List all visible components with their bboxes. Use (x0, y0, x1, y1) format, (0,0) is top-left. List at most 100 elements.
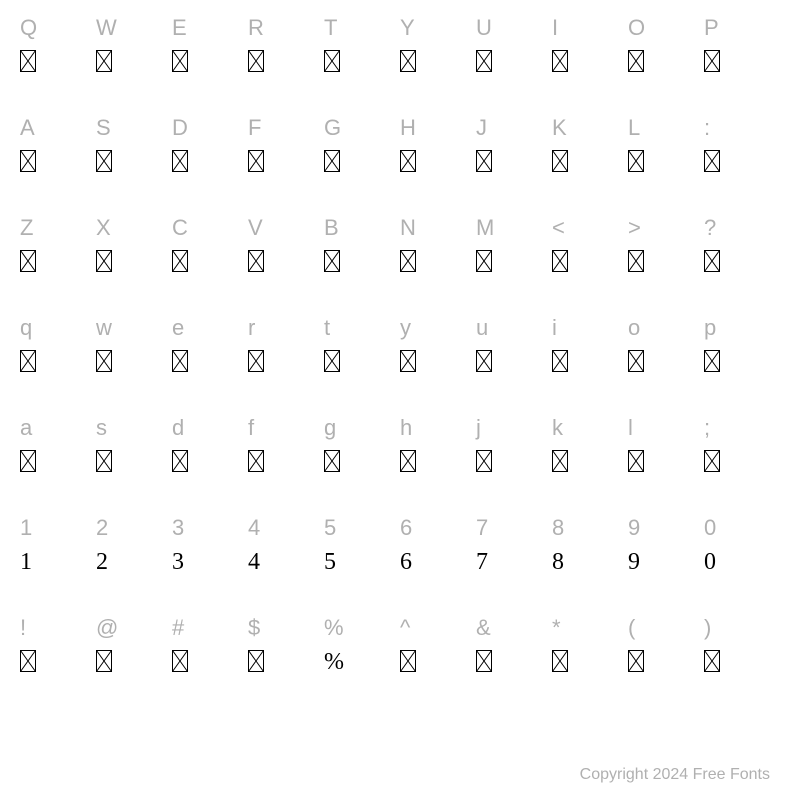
notdef-glyph-icon (628, 250, 644, 272)
glyph-display: 6 (400, 550, 412, 574)
glyph-display (20, 250, 36, 277)
glyph-cell: 55 (324, 510, 400, 610)
glyph-display (20, 650, 36, 677)
notdef-glyph-icon (96, 650, 112, 672)
notdef-glyph-icon (400, 350, 416, 372)
char-label: % (324, 616, 344, 640)
glyph-display (324, 150, 340, 177)
glyph-display (324, 350, 340, 377)
notdef-glyph-icon (172, 650, 188, 672)
glyph-display (96, 350, 112, 377)
glyph-display (20, 50, 36, 77)
char-label: # (172, 616, 184, 640)
glyph-cell: ) (704, 610, 780, 710)
char-label: d (172, 416, 184, 440)
notdef-glyph-icon (20, 250, 36, 272)
notdef-glyph-icon (476, 650, 492, 672)
glyph-display (400, 450, 416, 477)
notdef-glyph-icon (400, 150, 416, 172)
char-label: Z (20, 216, 33, 240)
char-label: a (20, 416, 32, 440)
char-label: 8 (552, 516, 564, 540)
notdef-glyph-icon (552, 650, 568, 672)
glyph-cell: 44 (248, 510, 324, 610)
glyph-cell: B (324, 210, 400, 310)
glyph-cell: p (704, 310, 780, 410)
char-label: ; (704, 416, 710, 440)
glyph-display (172, 150, 188, 177)
glyph-display (96, 650, 112, 677)
char-label: * (552, 616, 561, 640)
glyph-cell: J (476, 110, 552, 210)
char-label: ^ (400, 616, 410, 640)
glyph-cell: Q (20, 10, 96, 110)
glyph-cell: V (248, 210, 324, 310)
copyright-footer: Copyright 2024 Free Fonts (580, 766, 770, 784)
char-label: w (96, 316, 112, 340)
notdef-glyph-icon (704, 150, 720, 172)
char-label: e (172, 316, 184, 340)
glyph-display (248, 650, 264, 677)
glyph-display (552, 450, 568, 477)
char-label: ( (628, 616, 635, 640)
glyph-display: 8 (552, 550, 564, 574)
char-label: o (628, 316, 640, 340)
char-label: q (20, 316, 32, 340)
char-label: O (628, 16, 645, 40)
notdef-glyph-icon (96, 450, 112, 472)
char-label: g (324, 416, 336, 440)
char-label: h (400, 416, 412, 440)
glyph-cell: @ (96, 610, 172, 710)
notdef-glyph-icon (552, 250, 568, 272)
glyph-display (400, 650, 416, 677)
char-label: T (324, 16, 337, 40)
glyph-cell: 77 (476, 510, 552, 610)
glyph-cell: t (324, 310, 400, 410)
glyph-display (476, 350, 492, 377)
glyph-cell: R (248, 10, 324, 110)
notdef-glyph-icon (628, 50, 644, 72)
notdef-glyph-icon (476, 250, 492, 272)
glyph-cell: E (172, 10, 248, 110)
character-map-grid: QWERTYUIOPASDFGHJKL:ZXCVBNM<>?qwertyuiop… (20, 10, 780, 710)
glyph-display: 2 (96, 550, 108, 574)
glyph-cell: M (476, 210, 552, 310)
glyph-display (628, 50, 644, 77)
glyph-cell: S (96, 110, 172, 210)
glyph-cell: F (248, 110, 324, 210)
char-label: R (248, 16, 264, 40)
glyph-cell: # (172, 610, 248, 710)
notdef-glyph-icon (248, 350, 264, 372)
notdef-glyph-icon (324, 150, 340, 172)
char-label: P (704, 16, 719, 40)
notdef-glyph-icon (552, 350, 568, 372)
notdef-glyph-icon (248, 250, 264, 272)
glyph-cell: 11 (20, 510, 96, 610)
glyph-display (704, 150, 720, 177)
char-label: u (476, 316, 488, 340)
char-label: > (628, 216, 641, 240)
glyph-display (96, 250, 112, 277)
glyph-cell: ( (628, 610, 704, 710)
char-label: 3 (172, 516, 184, 540)
char-label: V (248, 216, 263, 240)
char-label: r (248, 316, 255, 340)
char-label: 6 (400, 516, 412, 540)
glyph-display (20, 350, 36, 377)
glyph-display (704, 350, 720, 377)
glyph-display (704, 250, 720, 277)
char-label: C (172, 216, 188, 240)
glyph-cell: D (172, 110, 248, 210)
glyph-cell: r (248, 310, 324, 410)
notdef-glyph-icon (20, 150, 36, 172)
notdef-glyph-icon (400, 450, 416, 472)
glyph-cell: a (20, 410, 96, 510)
notdef-glyph-icon (628, 150, 644, 172)
notdef-glyph-icon (628, 650, 644, 672)
glyph-cell: s (96, 410, 172, 510)
char-label: X (96, 216, 111, 240)
glyph-display (628, 150, 644, 177)
glyph-display (172, 350, 188, 377)
notdef-glyph-icon (172, 150, 188, 172)
glyph-cell: I (552, 10, 628, 110)
